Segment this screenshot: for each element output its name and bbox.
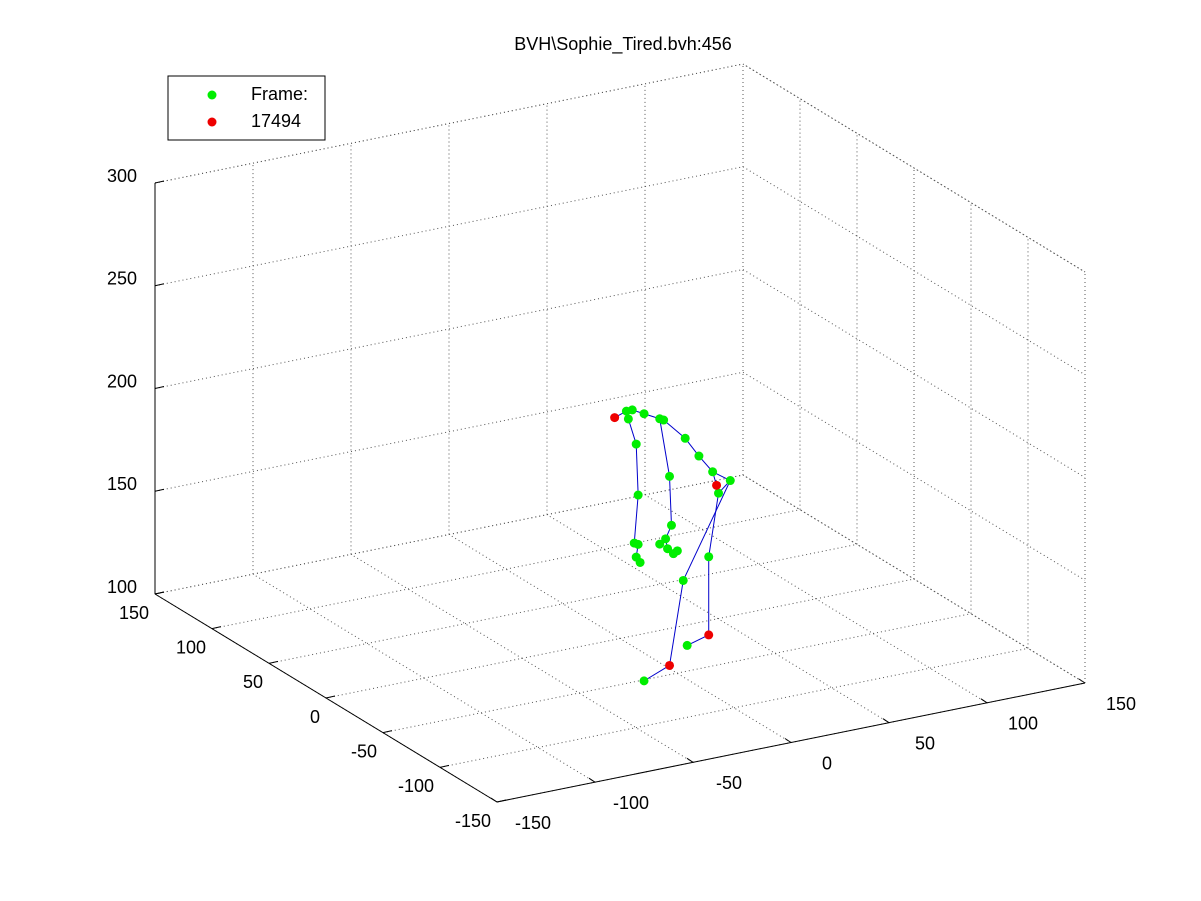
bone bbox=[669, 580, 684, 666]
z-tick bbox=[154, 386, 165, 389]
z-tick bbox=[154, 180, 165, 184]
grid-line bbox=[742, 474, 1086, 684]
grid-line bbox=[350, 553, 694, 763]
x-tick-label: 150 bbox=[1106, 694, 1136, 714]
grid-line bbox=[742, 371, 1086, 581]
point bbox=[666, 520, 676, 530]
y-tick-label: 100 bbox=[176, 637, 206, 657]
legend-box bbox=[167, 75, 326, 141]
point bbox=[663, 544, 673, 554]
y-tick bbox=[382, 730, 393, 734]
point bbox=[623, 414, 633, 424]
y-tick bbox=[325, 695, 336, 699]
y-tick-label: 0 bbox=[310, 707, 320, 727]
point bbox=[665, 660, 675, 670]
x-tick-label: 50 bbox=[915, 733, 935, 753]
point bbox=[725, 476, 735, 486]
z-tick-label: 150 bbox=[107, 474, 137, 494]
x-tick bbox=[784, 738, 792, 743]
point bbox=[659, 415, 669, 425]
grid-layer: -150 -100 -50 0 50 100 150 -150 -100 -50 0 50 100 150… bbox=[107, 63, 1136, 833]
y-axis bbox=[154, 593, 498, 803]
x-tick bbox=[980, 698, 988, 704]
z-tick-label: 200 bbox=[107, 371, 137, 391]
legend: Frame: 17494 bbox=[167, 75, 326, 141]
point bbox=[714, 488, 724, 498]
point bbox=[627, 405, 637, 415]
bone bbox=[669, 476, 672, 526]
y-tick bbox=[439, 764, 450, 768]
grid-line bbox=[742, 269, 1086, 478]
grid-line bbox=[252, 573, 596, 783]
z-tick-label: 100 bbox=[107, 577, 137, 597]
marker-layer bbox=[610, 405, 735, 686]
bone bbox=[635, 444, 639, 496]
point bbox=[704, 630, 714, 640]
legend-label: 17494 bbox=[251, 111, 301, 131]
point bbox=[708, 467, 718, 477]
point bbox=[655, 539, 665, 549]
y-tick bbox=[268, 660, 279, 664]
bone bbox=[659, 418, 671, 477]
y-tick-label: -50 bbox=[351, 741, 377, 761]
z-tick bbox=[154, 591, 165, 595]
point bbox=[704, 552, 714, 562]
bone bbox=[682, 480, 731, 581]
point bbox=[712, 480, 722, 490]
point bbox=[633, 539, 643, 549]
z-tick-label: 300 bbox=[107, 166, 137, 186]
x-tick bbox=[588, 777, 596, 783]
bone bbox=[633, 495, 639, 544]
y-tick-label: -150 bbox=[455, 811, 491, 831]
grid-line bbox=[448, 534, 792, 743]
x-axis bbox=[496, 682, 1086, 803]
legend-label: Frame: bbox=[251, 84, 308, 104]
z-tick bbox=[154, 283, 165, 287]
y-tick-label: -100 bbox=[398, 776, 434, 796]
point bbox=[635, 557, 645, 567]
point bbox=[633, 490, 643, 500]
point bbox=[639, 676, 649, 686]
x-tick bbox=[686, 757, 694, 763]
x-tick-label: 100 bbox=[1008, 714, 1038, 734]
point bbox=[694, 451, 704, 461]
point bbox=[610, 413, 620, 423]
chart-title: BVH\Sophie_Tired.bvh:456 bbox=[514, 34, 731, 55]
point bbox=[631, 439, 641, 449]
grid-line bbox=[742, 63, 1086, 273]
grid-line bbox=[546, 514, 890, 724]
x-tick bbox=[882, 718, 890, 724]
point bbox=[672, 546, 682, 556]
legend-marker bbox=[207, 90, 217, 100]
x-tick-label: -150 bbox=[515, 813, 551, 833]
legend-marker bbox=[207, 117, 217, 127]
x-tick-label: -50 bbox=[716, 773, 742, 793]
point bbox=[680, 433, 690, 443]
grid-line bbox=[644, 494, 988, 704]
point bbox=[682, 640, 692, 650]
point bbox=[665, 471, 675, 481]
y-tick bbox=[211, 626, 222, 630]
x-tick-label: -100 bbox=[613, 793, 649, 813]
point bbox=[661, 534, 671, 544]
point bbox=[639, 409, 649, 419]
bone bbox=[643, 665, 670, 682]
bone bbox=[663, 419, 686, 439]
bone bbox=[708, 493, 720, 557]
y-tick-label: 50 bbox=[243, 672, 263, 692]
point bbox=[678, 575, 688, 585]
x-tick-label: 0 bbox=[822, 753, 832, 773]
y-tick-label: 150 bbox=[119, 603, 149, 623]
z-tick bbox=[154, 488, 165, 492]
grid-line bbox=[742, 166, 1086, 376]
z-tick-label: 250 bbox=[107, 269, 137, 289]
